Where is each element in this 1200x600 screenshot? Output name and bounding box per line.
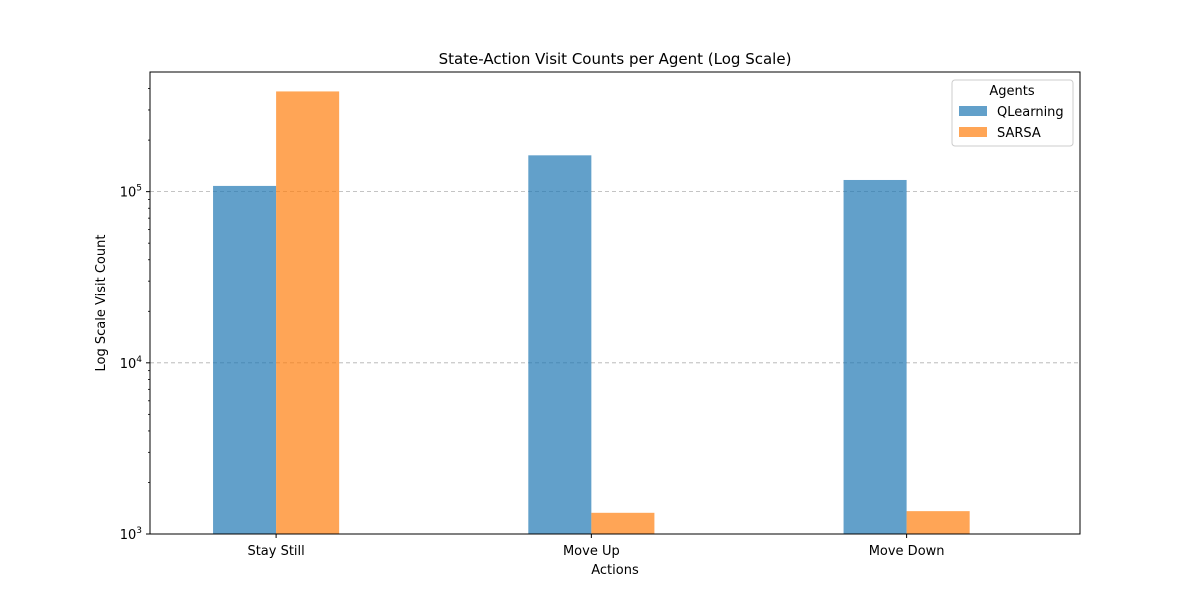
x-axis-label: Actions: [591, 563, 639, 578]
legend-title: Agents: [989, 84, 1034, 99]
legend: Agents QLearning SARSA: [951, 79, 1074, 147]
y-axis-label: Log Scale Visit Count: [94, 235, 109, 372]
legend-swatch-qlearning: [959, 106, 987, 116]
axes: [149, 71, 1081, 535]
bar-sarsa-stay-still: [276, 91, 340, 534]
y-tick-label: 104: [120, 355, 143, 372]
plot-frame: [149, 71, 1081, 535]
y-ticks: 103 104 105: [120, 88, 150, 543]
bar-sarsa-move-down: [906, 511, 970, 534]
y-tick-label: 105: [120, 184, 142, 201]
x-tick-label: Move Down: [869, 544, 945, 559]
x-ticks: Stay Still Move Up Move Down: [247, 534, 945, 559]
chart-title: State-Action Visit Counts per Agent (Log…: [439, 50, 792, 68]
x-tick-label: Stay Still: [247, 544, 304, 559]
bars: [213, 91, 970, 534]
legend-label-qlearning: QLearning: [997, 105, 1064, 120]
bar-qlearning-stay-still: [213, 185, 277, 534]
legend-label-sarsa: SARSA: [997, 126, 1041, 141]
legend-swatch-sarsa: [959, 127, 987, 137]
bar-sarsa-move-up: [591, 512, 655, 534]
bar-qlearning-move-down: [843, 179, 907, 534]
y-tick-label: 103: [120, 526, 142, 543]
x-tick-label: Move Up: [563, 544, 620, 559]
bar-qlearning-move-up: [528, 155, 592, 534]
